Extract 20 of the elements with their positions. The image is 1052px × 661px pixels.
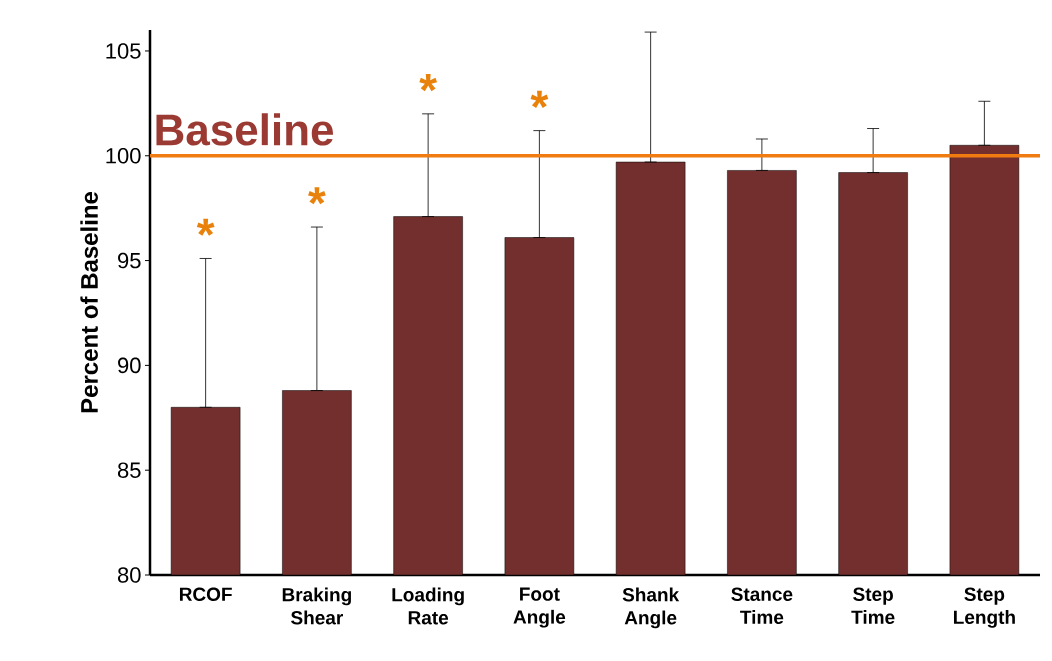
x-tick-label: Stance Time	[731, 587, 793, 624]
x-tick-label: RCOF	[179, 587, 232, 601]
y-tick-label: 95	[118, 252, 141, 269]
y-tick-label: 90	[118, 357, 141, 374]
x-tick-label: Braking Shear	[282, 587, 351, 625]
annotation: *	[419, 74, 438, 92]
annotation: *	[530, 90, 549, 108]
x-tick-label: Shank Angle	[622, 587, 680, 629]
x-tick-label: Loading Rate	[392, 587, 464, 625]
x-tick-label: Step Length	[953, 587, 1015, 628]
x-tick-label: Foot Angle	[513, 587, 566, 628]
y-tick-label: 105	[106, 43, 141, 59]
y-axis-title: Percent of Baseline	[80, 191, 98, 413]
y-tick-label: 100	[106, 147, 141, 164]
y-tick-label: 80	[117, 567, 141, 583]
annotation: *	[196, 218, 215, 236]
ref-line-label: Baseline	[156, 113, 334, 146]
y-tick-label: 85	[117, 462, 141, 478]
annotation: *	[308, 187, 326, 205]
x-tick-label: Step Time	[851, 587, 895, 624]
